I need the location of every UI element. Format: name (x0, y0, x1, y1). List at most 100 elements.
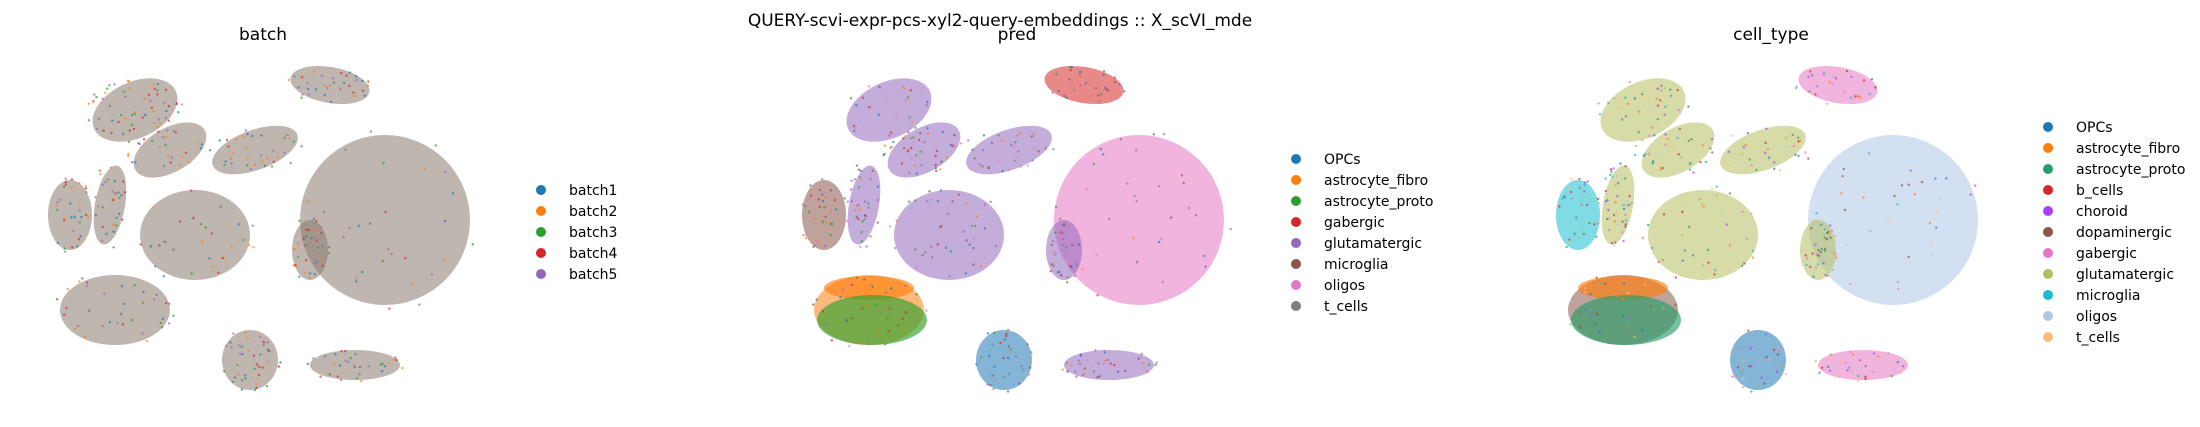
data-point (1584, 181, 1586, 183)
data-point (1139, 356, 1141, 358)
data-point (300, 97, 302, 99)
data-point (242, 136, 244, 138)
data-point (1805, 264, 1807, 266)
data-point (1086, 188, 1088, 190)
data-point (942, 131, 944, 133)
data-point (1655, 98, 1657, 100)
data-point (958, 193, 960, 195)
data-point (1785, 146, 1787, 148)
data-point (826, 323, 828, 325)
data-point (1114, 76, 1116, 78)
data-point (1593, 223, 1595, 225)
data-point (1598, 331, 1600, 333)
data-point (321, 74, 323, 76)
data-point (1613, 244, 1615, 246)
legend-label-astrocyte_fibro: astrocyte_fibro (1324, 173, 1428, 189)
data-point (131, 124, 133, 126)
data-point (1007, 329, 1009, 331)
data-point (355, 79, 357, 81)
data-point (1615, 223, 1617, 225)
data-point (200, 147, 202, 149)
data-point (1766, 331, 1768, 333)
data-point (114, 180, 116, 182)
data-point (1662, 307, 1664, 309)
data-point (131, 114, 133, 116)
data-point (810, 194, 812, 196)
data-point (1664, 144, 1666, 146)
data-point (293, 140, 295, 142)
data-point (190, 189, 192, 191)
panel-batch: batch batch1batch2batch3batch4batch5 (48, 25, 618, 391)
data-point (869, 235, 871, 237)
data-point (1120, 138, 1122, 140)
data-point (191, 217, 193, 219)
data-point (934, 164, 936, 166)
data-point (223, 370, 225, 372)
data-point (867, 202, 869, 204)
data-point (1586, 220, 1588, 222)
data-point (853, 130, 855, 132)
data-point (94, 196, 96, 198)
data-point (153, 298, 155, 300)
data-point (1841, 175, 1843, 177)
data-point (1597, 102, 1599, 104)
data-point (1573, 233, 1575, 235)
data-point (1008, 373, 1010, 375)
data-point (298, 220, 300, 222)
data-point (1825, 238, 1827, 240)
data-point (936, 150, 938, 152)
data-point (283, 137, 285, 139)
data-point (1715, 186, 1717, 188)
data-point (85, 187, 87, 189)
data-point (851, 317, 853, 319)
cluster-blob (1041, 60, 1126, 109)
data-point (310, 237, 312, 239)
data-point (201, 240, 203, 242)
data-point (1815, 266, 1817, 268)
data-point (1835, 77, 1837, 79)
data-point (1569, 323, 1571, 325)
data-point (1900, 371, 1902, 373)
data-point (908, 201, 910, 203)
data-point (835, 291, 837, 293)
data-point (260, 134, 262, 136)
data-point (108, 84, 110, 86)
data-point (1760, 377, 1762, 379)
data-point (297, 242, 299, 244)
data-point (892, 141, 894, 143)
data-point (261, 160, 263, 162)
data-point (914, 248, 916, 250)
data-point (1648, 153, 1650, 155)
data-point (315, 239, 317, 241)
data-point (279, 361, 281, 363)
data-point (1773, 161, 1775, 163)
data-point (923, 141, 925, 143)
data-point (935, 167, 937, 169)
data-point (382, 260, 384, 262)
data-point (1850, 76, 1852, 78)
data-point (123, 303, 125, 305)
data-point (230, 346, 232, 348)
data-point (988, 355, 990, 357)
data-point (1051, 244, 1053, 246)
data-point (1005, 335, 1007, 337)
data-point (1741, 153, 1743, 155)
data-point (1849, 351, 1851, 353)
data-point (333, 363, 335, 365)
data-point (352, 91, 354, 93)
data-point (1575, 216, 1577, 218)
data-point (1071, 244, 1073, 246)
data-point (890, 287, 892, 289)
legend-marker-batch5 (536, 269, 546, 279)
data-point (1726, 223, 1728, 225)
data-point (1623, 204, 1625, 206)
data-point (241, 346, 243, 348)
data-point (1068, 78, 1070, 80)
data-point (1887, 221, 1889, 223)
data-point (191, 272, 193, 274)
data-point (1877, 355, 1879, 357)
data-point (1617, 182, 1619, 184)
data-point (128, 87, 130, 89)
data-point (1841, 70, 1843, 72)
